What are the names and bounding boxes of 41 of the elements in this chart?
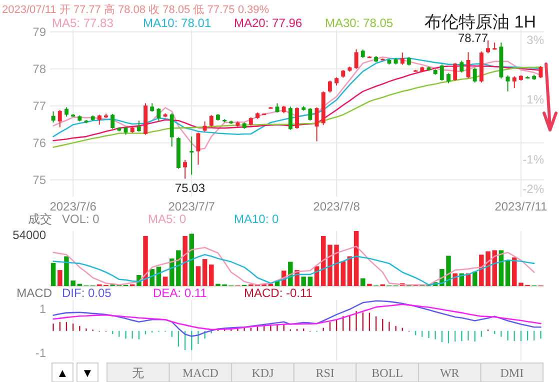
x-tick-label: 2023/7/8 [313, 200, 360, 214]
x-tick-label: 2023/7/6 [50, 200, 97, 214]
series-label: DIF: 0.05 [62, 286, 112, 300]
text: MA20: 77.96 [234, 16, 302, 30]
y-tick-label: 77 [32, 98, 46, 113]
y-axis-title: 成交 [28, 212, 52, 226]
y-tick-label: 76 [32, 136, 46, 150]
chart-title: 布伦特原油 1H [424, 12, 536, 32]
x-tick-label: 2023/7/11 [494, 200, 548, 214]
text: ▲ [56, 366, 68, 380]
text: BOLL [372, 366, 404, 380]
series-label: DEA: 0.11 [153, 286, 208, 300]
text: DMI [500, 366, 524, 380]
text: MACD [182, 366, 219, 380]
text: 54000 [12, 228, 46, 242]
text: MA30: 78.05 [325, 16, 394, 30]
text: ▼ [82, 366, 94, 380]
annotation: 75.03 [174, 181, 206, 195]
y-tick-label: 75 [32, 172, 46, 187]
y2-tick-label: 3% [526, 33, 544, 48]
text: MA5: 77.83 [52, 16, 114, 30]
text: MA10: 78.01 [143, 16, 212, 30]
x-tick-label: 2023/7/7 [168, 200, 216, 214]
text: VOL: 0 [62, 212, 100, 226]
y-tick-label: 79 [32, 24, 46, 39]
y2-tick-label: 1% [526, 92, 544, 107]
chart-subtitle: 2023/07/11 开 77.77 高 78.08 收 78.05 低 77.75 0.39% [2, 3, 270, 16]
y-axis-title: MACD [16, 286, 52, 300]
text: RSI [316, 366, 334, 380]
text: MA5: 0 [148, 212, 186, 226]
y-tick-label: 78 [32, 62, 46, 76]
text: 无 [132, 366, 144, 380]
text: WR [440, 366, 460, 380]
y-tick-label: 1 [39, 302, 46, 316]
text: MA10: 0 [234, 212, 280, 226]
y2-tick-label: -1% [522, 152, 544, 166]
text: KDJ [252, 366, 274, 380]
y2-tick-label: -2% [522, 182, 544, 196]
text: MACD: -0.11 [244, 286, 313, 300]
y-tick-label: -1 [35, 346, 46, 360]
annotation: 78.77 [458, 31, 488, 45]
